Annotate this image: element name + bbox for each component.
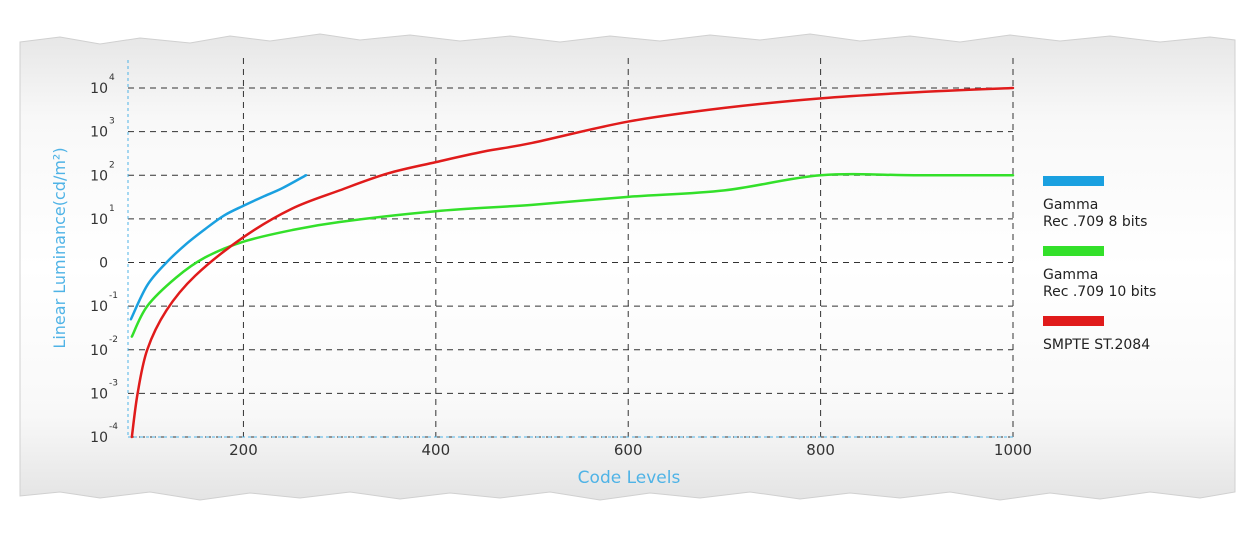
y-tick-label: 102 (90, 160, 115, 184)
legend-label-3: SMPTE ST.2084 (1043, 337, 1150, 353)
y-tick-base: 10 (90, 125, 108, 141)
legend-label-2: Gamma (1043, 267, 1098, 283)
series-line-2 (130, 172, 1015, 338)
x-axis-title: Code Levels (578, 468, 681, 488)
y-tick-base: 10 (90, 299, 108, 315)
y-tick-exp: -1 (109, 291, 118, 301)
y-tick-base: 10 (90, 430, 108, 446)
y-tick-base: 0 (99, 256, 108, 272)
y-tick-exp: -2 (109, 335, 118, 345)
x-tick-label: 800 (806, 441, 835, 459)
torn-paper-band (19, 33, 1236, 501)
y-tick-exp: -4 (109, 422, 118, 432)
y-tick-label: 101 (90, 204, 115, 228)
y-tick-label: 10-1 (90, 291, 118, 315)
y-tick-base: 10 (90, 386, 108, 402)
y-tick-base: 10 (90, 81, 108, 97)
y-tick-base: 10 (90, 343, 108, 359)
legend-swatch-2 (1043, 246, 1104, 256)
y-tick-base: 10 (90, 168, 108, 184)
series-line-1 (129, 174, 308, 321)
series-line-3 (130, 86, 1015, 439)
y-tick-label: 0 (99, 256, 108, 272)
legend-swatch-1 (1043, 176, 1104, 186)
series-layer (129, 86, 1015, 439)
y-tick-label: 10-2 (90, 335, 118, 359)
grid-layer (128, 58, 1014, 438)
x-tick-label: 400 (422, 441, 451, 459)
x-tick-label: 600 (614, 441, 643, 459)
y-tick-exp: 1 (109, 204, 115, 214)
y-tick-exp: 3 (109, 117, 115, 127)
y-axis-title: Linear Luminance(cd/m²) (50, 147, 69, 348)
y-tick-label: 103 (90, 117, 115, 141)
y-tick-label: 10-4 (90, 422, 118, 446)
y-tick-base: 10 (90, 212, 108, 228)
legend-label-1: Rec .709 8 bits (1043, 214, 1147, 230)
y-tick-label: 104 (90, 73, 115, 97)
x-tick-label: 200 (229, 441, 258, 459)
y-tick-exp: -3 (109, 378, 118, 388)
legend-label-1: Gamma (1043, 197, 1098, 213)
legend-swatch-3 (1043, 316, 1104, 326)
y-tick-label: 10-3 (90, 378, 118, 402)
y-tick-exp: 4 (109, 73, 115, 83)
legend-label-2: Rec .709 10 bits (1043, 284, 1156, 300)
x-tick-label: 1000 (994, 441, 1032, 459)
y-tick-exp: 2 (109, 160, 115, 170)
